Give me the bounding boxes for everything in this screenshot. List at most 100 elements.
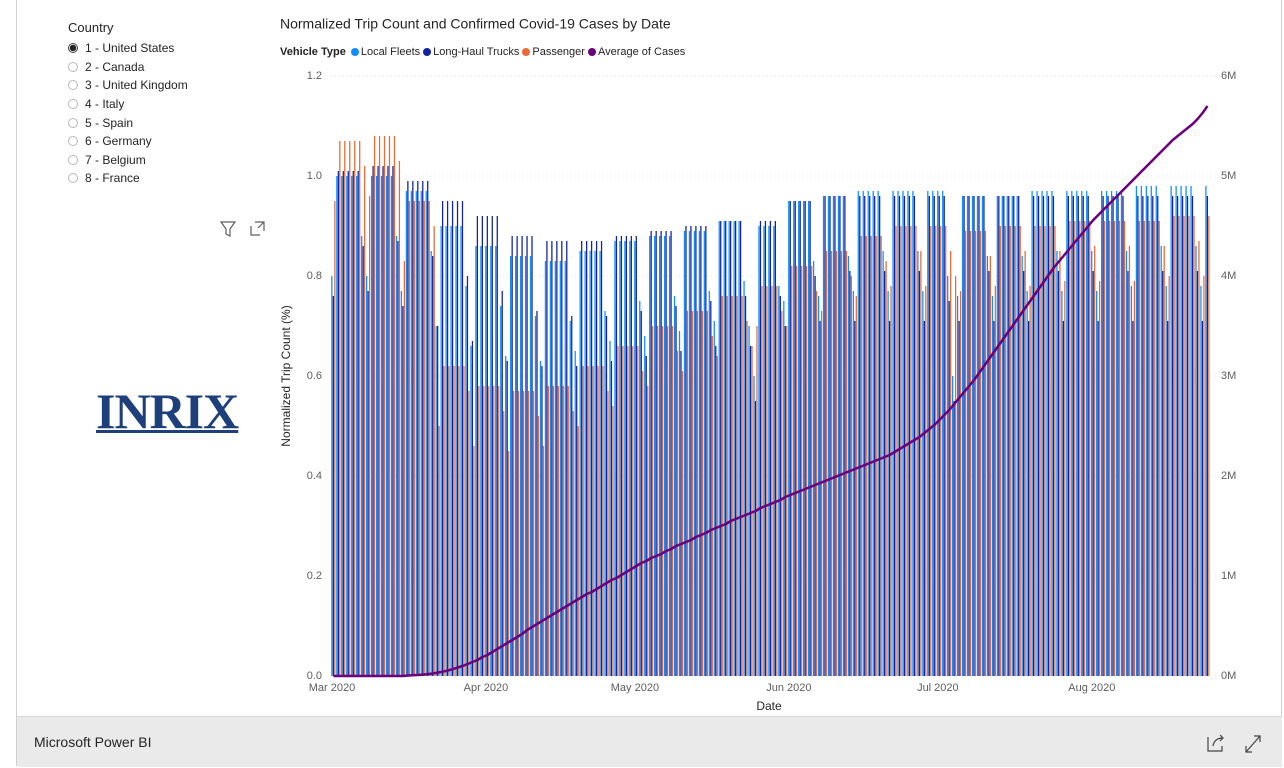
legend-marker: [522, 48, 531, 56]
bar: [716, 356, 718, 676]
slicer-option[interactable]: 1 - United States: [68, 39, 188, 58]
bar: [711, 336, 713, 676]
bar: [1079, 221, 1081, 676]
bar: [417, 181, 419, 676]
bar: [1003, 196, 1005, 676]
bar: [605, 316, 608, 676]
x-tick-label: Apr 2020: [464, 682, 509, 694]
bar: [952, 376, 954, 676]
slicer-option[interactable]: 5 - Spain: [68, 113, 188, 132]
bar: [991, 296, 994, 676]
bar: [637, 346, 639, 676]
legend-label: Local Fleets: [360, 46, 421, 58]
bar: [1067, 196, 1069, 676]
bar: [503, 411, 505, 676]
bar: [510, 256, 512, 676]
bar: [819, 321, 821, 676]
bar: [1193, 216, 1195, 676]
bar: [1009, 226, 1011, 676]
share-icon[interactable]: [1207, 734, 1224, 752]
bar: [968, 196, 970, 676]
bar: [804, 201, 806, 676]
bar: [753, 376, 755, 676]
bar: [892, 191, 894, 676]
bar: [405, 191, 408, 676]
y2-tick-label: 1M: [1221, 570, 1236, 582]
bar: [839, 196, 841, 676]
bar: [463, 366, 465, 676]
bar: [483, 386, 485, 676]
bar: [862, 191, 864, 676]
chart: Normalized Trip Count and Confirmed Covi…: [219, 16, 1236, 713]
legend-item[interactable]: Local Fleets: [350, 46, 421, 58]
bar: [539, 361, 542, 676]
bar: [1062, 321, 1065, 676]
bar: [964, 231, 967, 676]
bar: [840, 251, 843, 676]
bar: [577, 426, 579, 676]
bar: [352, 171, 354, 676]
bar: [700, 226, 702, 676]
bar: [393, 136, 396, 676]
bar: [430, 251, 432, 676]
bar: [718, 221, 720, 676]
bar: [844, 196, 846, 676]
bar: [1024, 251, 1026, 676]
bar: [1014, 226, 1016, 676]
bar: [582, 366, 584, 676]
legend-item[interactable]: Average of Cases: [587, 46, 685, 58]
y2-tick-label: 2M: [1221, 470, 1236, 482]
bar: [642, 371, 644, 676]
bar: [400, 291, 403, 676]
bar: [423, 201, 425, 676]
bar: [647, 386, 649, 676]
bar: [1029, 286, 1031, 676]
bar: [599, 251, 601, 676]
slicer-option[interactable]: 6 - Germany: [68, 132, 188, 151]
bar: [803, 201, 805, 676]
filter-icon[interactable]: [219, 221, 237, 237]
bar: [880, 236, 882, 676]
y-tick-label: 1.0: [307, 170, 322, 182]
slicer-title: Country: [68, 20, 114, 35]
focus-icon[interactable]: [250, 221, 265, 236]
bar: [736, 296, 738, 676]
slicer-option[interactable]: 4 - Italy: [68, 95, 188, 114]
bar-series: [334, 136, 1210, 676]
slicer-option[interactable]: 7 - Belgium: [68, 151, 188, 170]
bar: [993, 321, 995, 676]
bar: [1074, 221, 1076, 676]
bar: [622, 346, 624, 676]
x-tick-label: Mar 2020: [309, 682, 355, 694]
bar: [1195, 246, 1197, 676]
bar: [874, 196, 876, 676]
slicer-option[interactable]: 2 - Canada: [68, 58, 188, 77]
bar: [864, 196, 866, 676]
bar: [913, 196, 916, 676]
bar: [451, 201, 454, 676]
bar: [422, 181, 424, 676]
bar: [1039, 226, 1041, 676]
bar: [887, 291, 889, 676]
expand-icon[interactable]: [1245, 735, 1261, 753]
bar: [485, 246, 487, 676]
bar: [508, 451, 510, 676]
bar: [779, 296, 781, 676]
bar: [999, 226, 1001, 676]
bar: [552, 386, 555, 676]
bar: [920, 251, 922, 676]
bar: [1051, 191, 1053, 676]
bar: [773, 226, 775, 676]
legend: Vehicle Type Local Fleets Long-Haul Truck…: [280, 46, 688, 58]
slicer: Country 1 - United States 2 - Canada 3 - U…: [68, 20, 188, 188]
slicer-option[interactable]: 8 - France: [68, 169, 188, 188]
bar: [984, 231, 987, 676]
bar: [480, 246, 482, 676]
footer-text: Microsoft Power BI: [34, 734, 152, 750]
legend-item[interactable]: Long-Haul Trucks: [423, 46, 519, 58]
slicer-option[interactable]: 3 - United Kingdom: [68, 76, 188, 95]
bar: [945, 226, 947, 676]
legend-item[interactable]: Passenger: [522, 46, 585, 58]
bar: [362, 246, 364, 676]
bar: [809, 201, 811, 676]
